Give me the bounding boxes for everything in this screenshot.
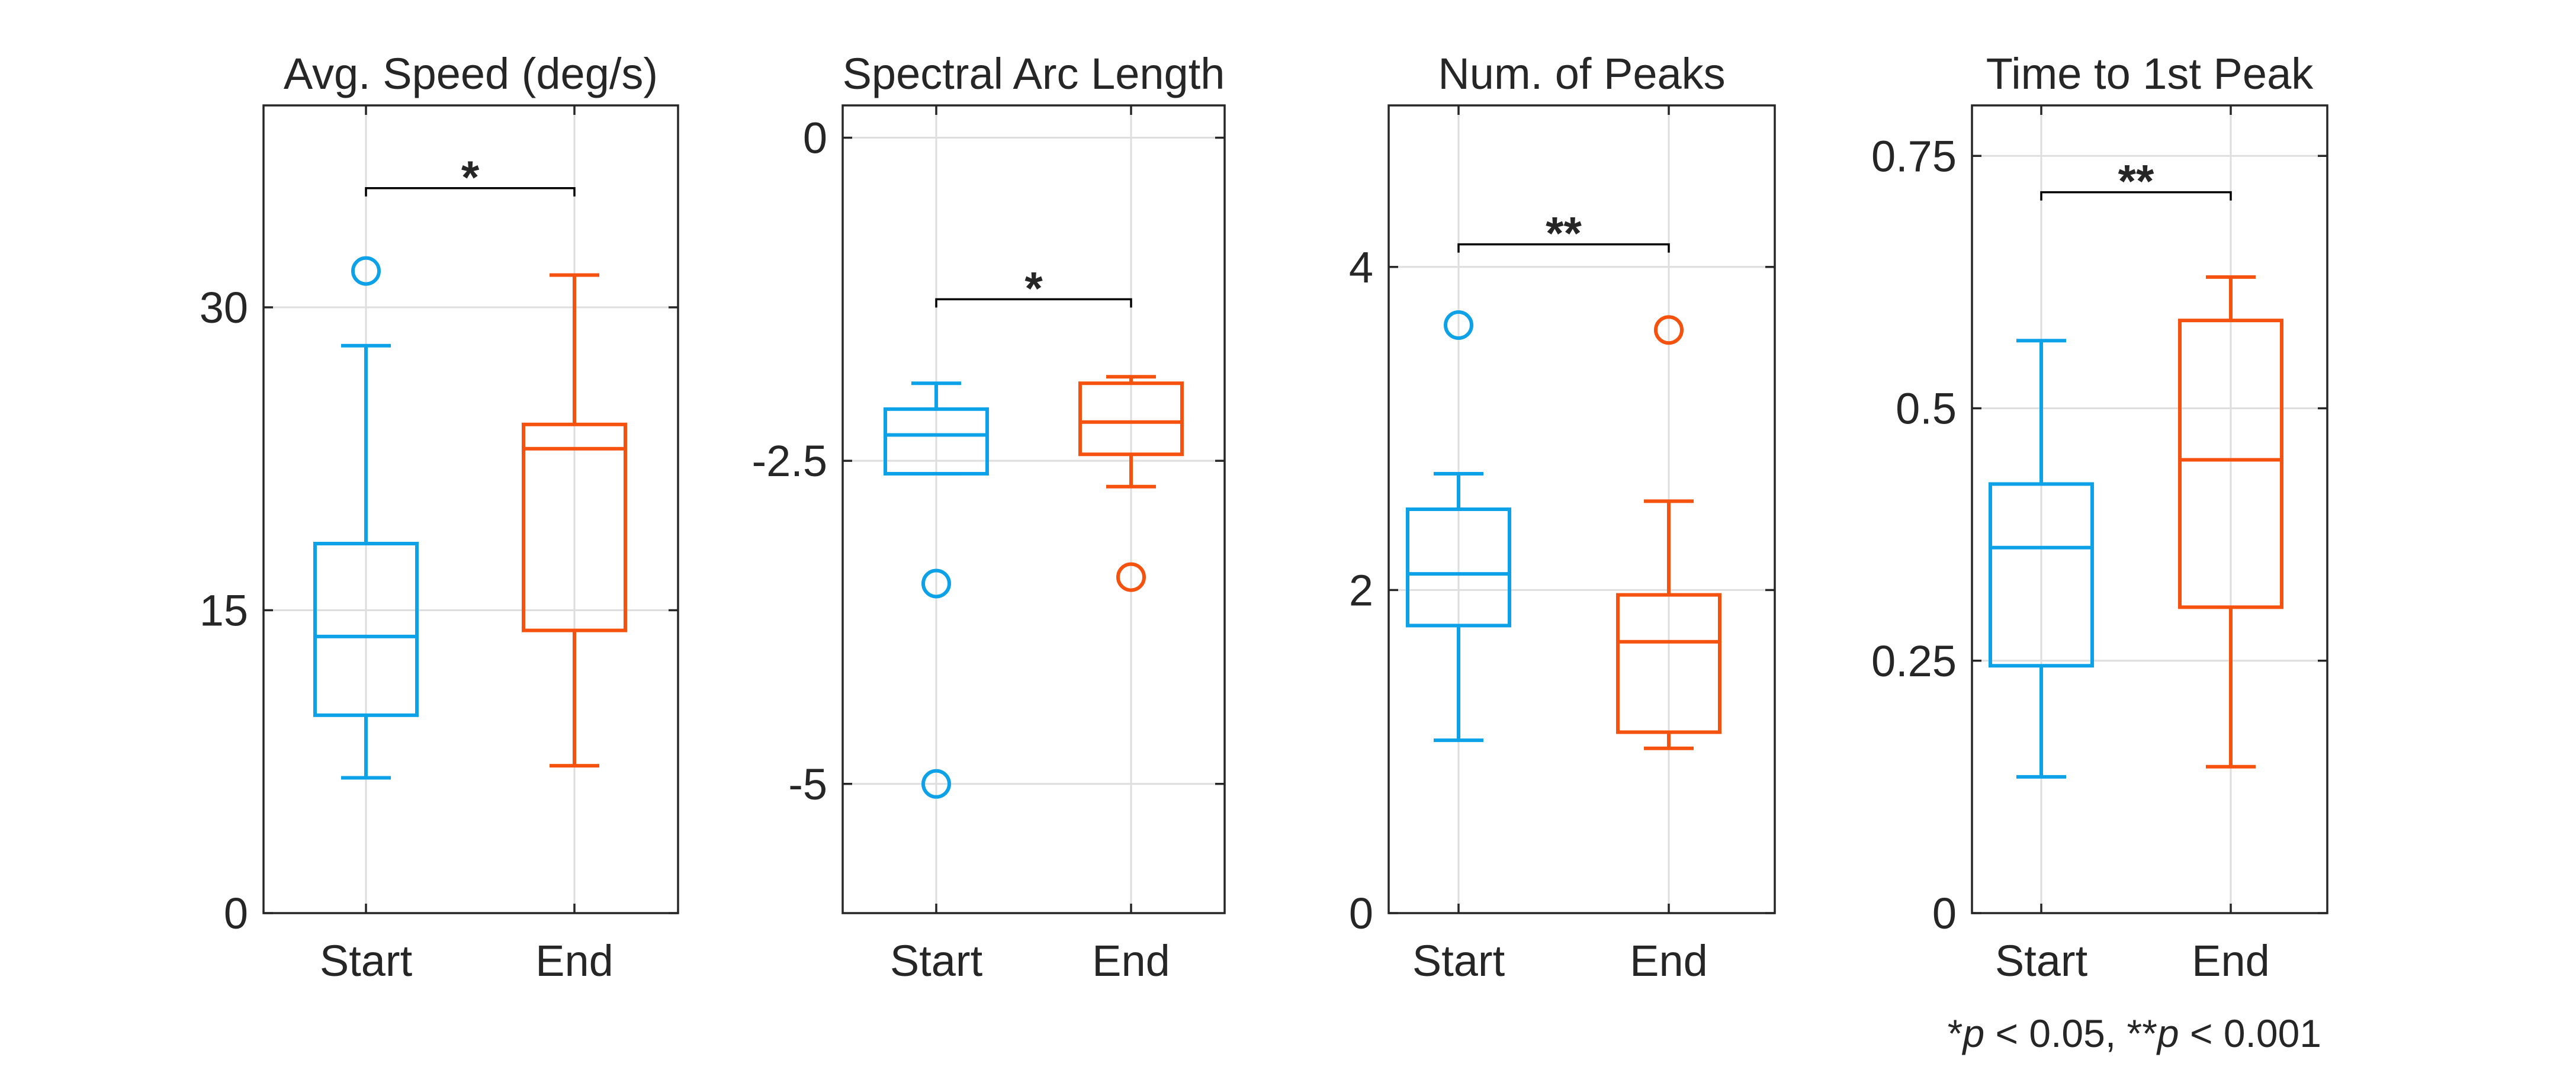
box-end (1078, 375, 1184, 592)
iqr-box (1406, 507, 1511, 628)
y-tick-label: 0 (1932, 889, 1957, 938)
box-start (1989, 339, 2094, 779)
iqr-box (313, 541, 419, 717)
significance-bracket (935, 298, 1132, 308)
footnote-p1: p (1961, 1011, 1984, 1055)
chart-title: Spectral Arc Length (843, 49, 1225, 98)
y-tick-label: 15 (200, 586, 248, 635)
box-end (2178, 275, 2283, 769)
y-tick-label: 30 (200, 283, 248, 332)
x-category-label: Start (320, 936, 413, 985)
chart-panel-1: 0 15 30 Start End Avg. Speed (deg/s) * (200, 49, 679, 985)
y-tick-label: 2 (1349, 566, 1373, 615)
iqr-box (2178, 319, 2283, 609)
significance-label: * (1024, 262, 1043, 314)
x-category-label: End (535, 936, 614, 985)
outlier-point (1444, 310, 1473, 340)
chart-title: Avg. Speed (deg/s) (284, 49, 658, 98)
significance-bracket (1457, 243, 1670, 253)
box-start (313, 256, 419, 780)
chart-title: Time to 1st Peak (1986, 49, 2314, 98)
significance-bracket (365, 187, 576, 197)
y-tick-label: 0 (803, 114, 827, 163)
chart-panel-4: 0 0.25 0.5 0.75 Start End Time to 1st Peak ** (1871, 49, 2328, 985)
box-end (1616, 315, 1721, 750)
outlier-point (921, 568, 951, 599)
outlier-point (1116, 562, 1146, 592)
x-category-label: Start (1412, 936, 1505, 985)
axes-frame (841, 104, 1226, 914)
box-start (884, 381, 989, 799)
outlier-point (1654, 315, 1684, 345)
footnote-star2: ** (2127, 1011, 2157, 1055)
iqr-box (884, 407, 989, 476)
y-tick-label: -2.5 (751, 436, 827, 486)
y-tick-label: 0.75 (1871, 131, 1957, 181)
iqr-box (1989, 482, 2094, 668)
y-tick-label: 0.25 (1871, 637, 1957, 686)
iqr-box (1616, 593, 1721, 734)
footnote-star1: * (1948, 1011, 1963, 1055)
y-tick-label: 0 (224, 889, 248, 938)
significance-label: ** (1546, 207, 1582, 259)
axes-frame (1971, 104, 2328, 914)
x-category-label: Start (890, 936, 983, 985)
y-tick-label: 0 (1349, 889, 1373, 938)
footnote: *p < 0.05, **p < 0.001 (1948, 1011, 2321, 1055)
x-category-label: End (2192, 936, 2270, 985)
x-category-label: End (1630, 936, 1708, 985)
outlier-point (351, 256, 381, 286)
significance-label: * (461, 151, 480, 203)
footnote-rest1: < 0.05, (1984, 1011, 2127, 1055)
x-category-label: End (1092, 936, 1170, 985)
iqr-box (522, 422, 627, 632)
axes-frame (262, 104, 679, 914)
footnote-p2: p (2156, 1011, 2179, 1055)
significance-label: ** (2118, 155, 2154, 207)
y-tick-label: -5 (788, 760, 827, 809)
x-category-label: Start (1995, 936, 2088, 985)
axes-frame (1387, 104, 1776, 914)
chart-title: Num. of Peaks (1438, 49, 1725, 98)
y-tick-label: 4 (1349, 243, 1373, 292)
chart-panel-2: -5 -2.5 0 Start End Spectral Arc Length * (751, 49, 1226, 985)
box-end (522, 273, 627, 768)
footnote-rest2: < 0.001 (2179, 1011, 2321, 1055)
outlier-point (921, 769, 951, 799)
y-tick-label: 0.5 (1896, 384, 1957, 433)
significance-bracket (2040, 191, 2232, 201)
box-start (1406, 310, 1511, 743)
iqr-box (1078, 381, 1184, 457)
chart-panel-3: 0 2 4 Start End Num. of Peaks ** (1349, 49, 1776, 985)
